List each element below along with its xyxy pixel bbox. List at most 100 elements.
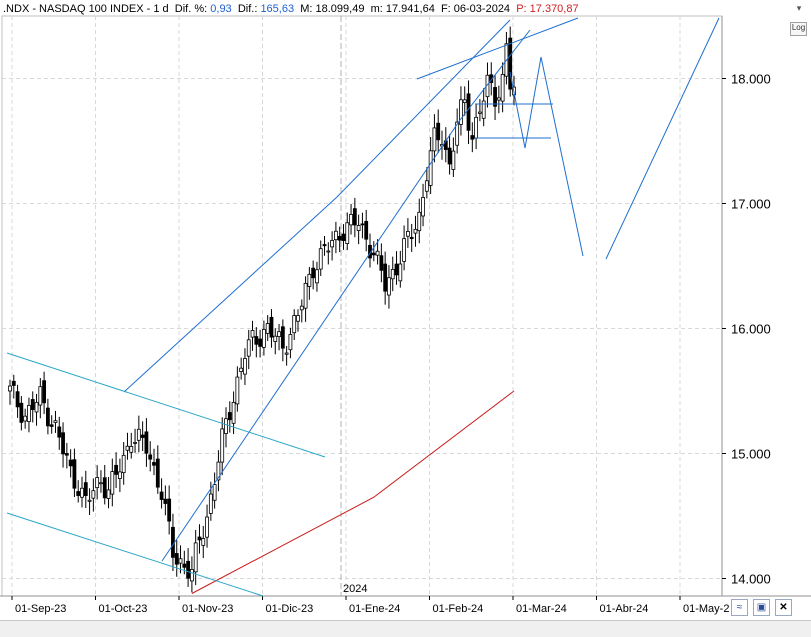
candle-body — [375, 250, 380, 256]
candle-body — [246, 339, 251, 357]
projection-leg-3 — [540, 56, 584, 257]
moving-average-line — [191, 390, 515, 594]
chart-type-icon[interactable]: ≈ — [731, 599, 748, 616]
price-chart[interactable]: 14.000 15.000 16.000 17.000 18.000 01-Sep-23 0… — [0, 0, 811, 620]
projection-leg-1 — [509, 71, 526, 149]
candle-body — [345, 222, 350, 244]
candle-body — [349, 214, 353, 226]
candle-body — [379, 255, 384, 271]
candle-body — [303, 282, 308, 309]
candle-body — [470, 135, 475, 140]
y-tick-label: 14.000 — [731, 572, 771, 587]
candle-body — [117, 471, 122, 479]
candle-body — [447, 147, 452, 165]
candle-body — [174, 553, 179, 565]
candle-body — [277, 331, 281, 337]
log-icon[interactable]: Log — [790, 22, 807, 36]
candle-body — [91, 490, 96, 499]
candle-body — [462, 99, 467, 103]
candle-body — [394, 263, 399, 276]
max-value: 18.099,49 — [315, 3, 365, 15]
top-resistance-line — [416, 17, 579, 80]
candle-body — [178, 558, 183, 564]
candle-body — [205, 516, 209, 538]
dif-pct-label: Dif. %: — [174, 3, 208, 15]
date-label: F: — [440, 3, 451, 15]
candle-body — [261, 329, 266, 348]
candle-body — [315, 269, 319, 284]
save-icon[interactable]: ▣ — [753, 599, 770, 616]
x-tick-label: 01-May-2 — [683, 603, 729, 615]
candle-body — [87, 499, 92, 502]
candle-body — [30, 399, 35, 410]
candle-body — [269, 316, 274, 338]
x-tick-label: 01-Feb-24 — [433, 603, 484, 615]
candle-body — [220, 428, 225, 463]
price-value: 17.370,87 — [529, 3, 579, 15]
candle-body — [273, 335, 278, 342]
chevron-down-icon[interactable]: ▾ — [796, 3, 802, 13]
candle-body — [409, 236, 414, 239]
candle-body — [387, 277, 391, 296]
candle-body — [417, 211, 422, 232]
candle-body — [428, 150, 433, 186]
candle-body — [341, 233, 346, 241]
dif-value: 165,63 — [260, 3, 295, 15]
horizontal-scrollbar[interactable] — [0, 620, 811, 637]
x-axis-band — [0, 596, 811, 620]
candle-body — [34, 401, 39, 413]
candle-body — [61, 432, 65, 455]
candle-body — [284, 352, 289, 355]
candle-body — [231, 402, 236, 424]
dif-label: Dif.: — [237, 3, 258, 15]
candle-body — [296, 315, 300, 322]
min-value: 17.941,64 — [385, 3, 435, 15]
candle-body — [99, 482, 103, 485]
dif-pct-value: 0,93 — [210, 3, 232, 15]
candle-body — [288, 334, 293, 351]
candle-body — [250, 330, 255, 338]
candle-body — [140, 434, 145, 438]
candle-body — [144, 431, 149, 454]
candle-body — [254, 336, 259, 345]
candle-body — [307, 273, 312, 287]
candle-body — [152, 462, 156, 466]
candle-body — [193, 542, 198, 573]
candle-body — [227, 412, 232, 421]
descending-channel-lower — [6, 512, 264, 597]
candle-body — [459, 99, 463, 125]
candle-body — [42, 380, 47, 404]
max-label: M: — [300, 3, 313, 15]
y-tick-label: 17.000 — [731, 197, 771, 212]
candle-body — [189, 569, 194, 582]
candle-body — [182, 563, 187, 568]
close-icon[interactable]: ✕ — [775, 599, 792, 616]
candle-body — [455, 121, 460, 146]
candle-body — [508, 37, 513, 90]
candle-body — [159, 491, 164, 500]
projection-leg-2 — [524, 56, 542, 149]
lower-channel-line — [161, 119, 461, 562]
price-label: P: — [516, 3, 527, 15]
candle-body — [8, 385, 12, 392]
x-tick-label: 01-Mar-24 — [516, 603, 567, 615]
candle-body — [125, 445, 130, 451]
chart-header: .NDX - NASDAQ 100 INDEX - 1 d Dif. %: 0,… — [3, 3, 579, 15]
candle-body — [64, 453, 69, 456]
x-tick-label: 01-Dic-23 — [266, 603, 314, 615]
candle-body — [235, 376, 240, 405]
candle-body — [496, 97, 501, 101]
candle-body — [201, 538, 206, 546]
candle-body — [186, 560, 191, 579]
candle-body — [326, 250, 331, 253]
candle-body — [129, 446, 134, 453]
candle-body — [432, 127, 437, 152]
candle-body — [333, 230, 338, 241]
projection-leg-4 — [605, 17, 720, 260]
candle-body — [243, 358, 247, 375]
candle-body — [330, 240, 335, 248]
candle-body — [424, 180, 429, 192]
candle-body — [133, 441, 137, 444]
candle-body — [121, 454, 126, 474]
candle-body — [163, 498, 168, 504]
